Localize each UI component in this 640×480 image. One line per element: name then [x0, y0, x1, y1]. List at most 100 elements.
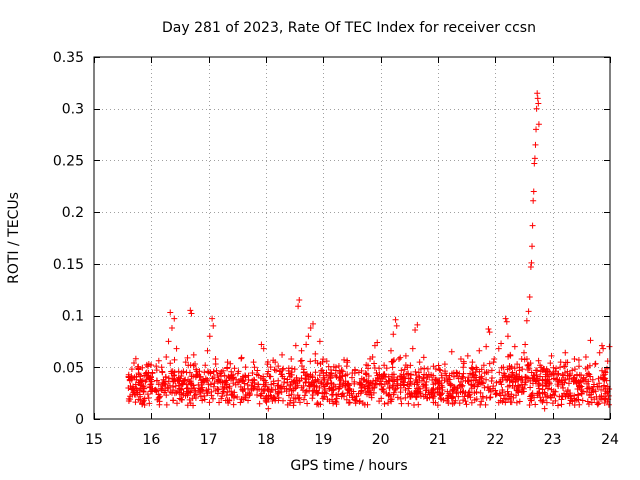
axis-tick-labels: 15 16 17 18 19 20 21 22 23 24 0 0.05 0.1 0.15 0.2 0.25 0… — [53, 50, 619, 448]
roti-point-band — [307, 358, 314, 365]
roti-point-band — [382, 374, 389, 381]
roti-point-band — [191, 385, 198, 392]
roti-point — [167, 309, 174, 316]
roti-point-band — [503, 377, 510, 384]
roti-point-band — [255, 381, 262, 388]
roti-point-band — [159, 368, 166, 375]
roti-point-band — [362, 370, 369, 377]
roti-point — [587, 337, 594, 344]
roti-point — [226, 384, 233, 391]
roti-point — [312, 350, 319, 357]
roti-point-band — [301, 392, 308, 399]
roti-point — [296, 297, 303, 304]
roti-point-band — [557, 364, 564, 371]
roti-point-band — [368, 394, 375, 401]
roti-point-band — [419, 383, 426, 390]
roti-point-band — [274, 390, 281, 397]
roti-point-band — [348, 390, 355, 397]
roti-point-band — [526, 401, 533, 408]
roti-point-band — [311, 383, 318, 390]
roti-point-band — [218, 395, 225, 402]
roti-point — [432, 376, 439, 383]
roti-point-band — [287, 397, 294, 404]
roti-point-band — [457, 388, 464, 395]
roti-point — [533, 126, 540, 133]
roti-point — [230, 393, 237, 400]
roti-point-band — [155, 357, 162, 364]
roti-point — [493, 379, 500, 386]
y-tick-label: 0.05 — [53, 360, 84, 376]
roti-point — [550, 388, 557, 395]
roti-point-band — [606, 386, 613, 393]
roti-point — [246, 391, 253, 398]
roti-point-band — [336, 375, 343, 382]
roti-point-band — [514, 387, 521, 394]
roti-point-band — [383, 365, 390, 372]
roti-point-band — [153, 367, 160, 374]
y-tick-label: 0 — [75, 412, 84, 428]
roti-point-band — [389, 364, 396, 371]
roti-point — [283, 388, 290, 395]
roti-point-band — [187, 362, 194, 369]
roti-point-band — [503, 396, 510, 403]
roti-point-band — [340, 393, 347, 400]
roti-point — [522, 341, 529, 348]
roti-point-band — [223, 384, 230, 391]
roti-point-band — [573, 396, 580, 403]
roti-point-band — [571, 366, 578, 373]
roti-point — [323, 358, 330, 365]
roti-point-band — [390, 389, 397, 396]
roti-point — [346, 387, 353, 394]
roti-point-band — [536, 381, 543, 388]
roti-point — [185, 376, 192, 383]
roti-point — [553, 365, 560, 372]
roti-point-band — [223, 392, 230, 399]
roti-point — [335, 391, 342, 398]
roti-point — [530, 197, 537, 204]
roti-point — [251, 364, 258, 371]
x-tick-label: 23 — [544, 432, 562, 448]
roti-point-band — [561, 390, 568, 397]
roti-point — [467, 370, 474, 377]
roti-point-band — [571, 392, 578, 399]
roti-point-band — [576, 382, 583, 389]
roti-point — [342, 383, 349, 390]
roti-point-band — [316, 384, 323, 391]
roti-point — [534, 90, 541, 97]
roti-point — [219, 390, 226, 397]
roti-point-band — [189, 395, 196, 402]
roti-point — [288, 356, 295, 363]
roti-point — [355, 369, 362, 376]
roti-point — [187, 307, 194, 314]
roti-point-band — [456, 382, 463, 389]
roti-point — [125, 384, 132, 391]
roti-point-band — [461, 393, 468, 400]
roti-point-band — [386, 391, 393, 398]
roti-point-band — [205, 386, 212, 393]
roti-point — [378, 386, 385, 393]
roti-point-band — [480, 380, 487, 387]
roti-point-band — [222, 397, 229, 404]
roti-point — [414, 321, 421, 328]
roti-point-band — [605, 401, 612, 408]
roti-point — [533, 105, 540, 112]
roti-point-band — [132, 355, 139, 362]
y-tick-label: 0.25 — [53, 153, 84, 169]
chart-title: Day 281 of 2023, Rate Of TEC Index for r… — [162, 20, 536, 36]
roti-point-band — [542, 391, 549, 398]
roti-point — [485, 326, 492, 333]
roti-point-band — [462, 398, 469, 405]
roti-point-band — [527, 395, 534, 402]
roti-point — [371, 342, 378, 349]
roti-point-band — [296, 378, 303, 385]
roti-point-band — [134, 387, 141, 394]
roti-point-band — [245, 376, 252, 383]
roti-point — [504, 333, 511, 340]
roti-point-band — [335, 385, 342, 392]
roti-point-band — [171, 390, 178, 397]
y-tick-label: 0.3 — [62, 102, 84, 118]
roti-point-band — [297, 358, 304, 365]
roti-point-band — [533, 371, 540, 378]
roti-point-band — [166, 382, 173, 389]
roti-point-band — [203, 390, 210, 397]
